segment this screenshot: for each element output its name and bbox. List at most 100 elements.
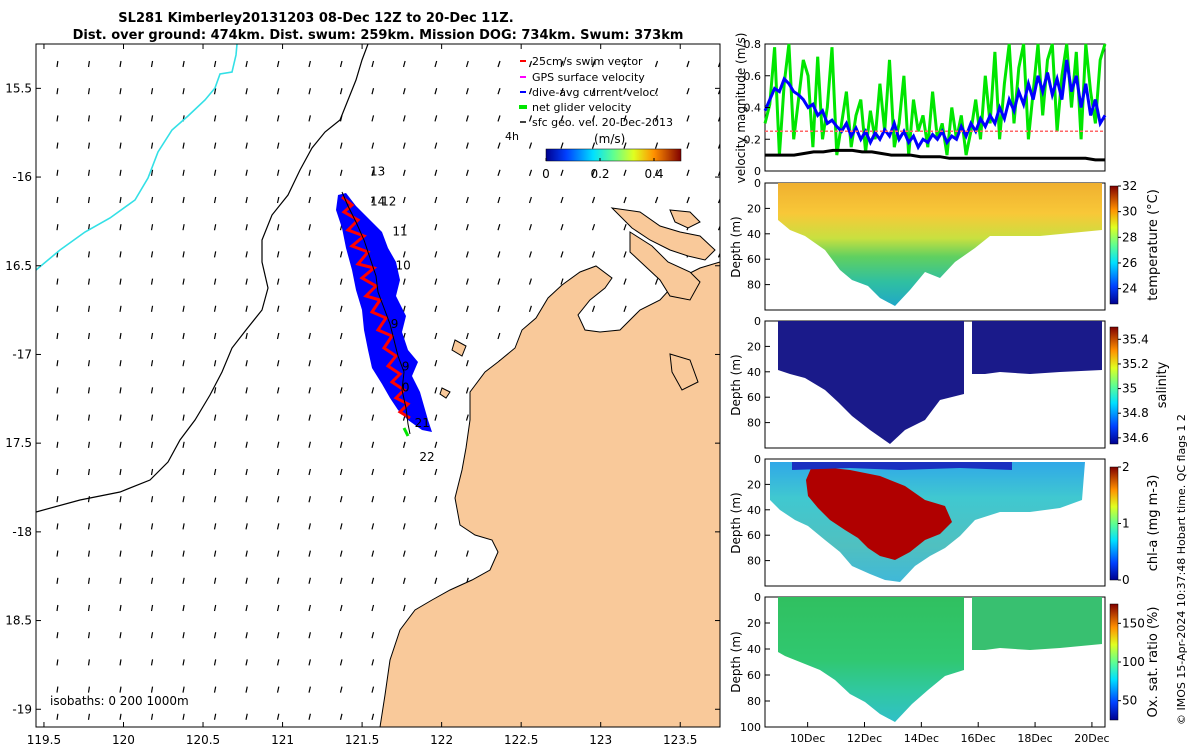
velocity-arrow — [245, 577, 248, 584]
velocity-arrow — [465, 60, 469, 68]
velocity-arrow — [119, 305, 122, 312]
chlorophyll-panel: 0 20 40 60 80 Depth (m) 2 1 0 chl-a (mg m-3) — [729, 453, 1161, 587]
velocity-arrow — [56, 523, 59, 530]
velocity-arrow — [245, 523, 248, 530]
velocity-arrow — [308, 713, 311, 720]
velocity-arrow — [150, 360, 154, 367]
velocity-arrow — [245, 88, 248, 95]
depth-tick-label: 40 — [747, 366, 761, 379]
map-x-tick-label: 121.5 — [345, 733, 379, 747]
velocity-arrow — [528, 142, 533, 149]
chlorophyll-ylabel: Depth (m) — [729, 492, 743, 553]
velocity-arrow — [497, 305, 501, 312]
velocity-arrow — [276, 523, 280, 530]
velocity-arrow — [276, 713, 280, 720]
velocity-arrow — [465, 142, 469, 149]
velocity-arrow — [119, 686, 122, 693]
velocity-arrow — [182, 142, 185, 149]
temperature-panel: 0 20 40 60 80 Depth (m) 32 30 28 26 24 temperatu… — [729, 177, 1161, 311]
velocity-arrow — [245, 632, 248, 639]
velocity-arrow — [560, 88, 564, 95]
map-x-tick-label: 123 — [589, 733, 612, 747]
velocity-arrow — [182, 332, 185, 340]
velocity-arrow — [434, 224, 438, 231]
velocity-arrow — [465, 88, 469, 95]
velocity-arrow — [591, 251, 596, 258]
velocity-arrow — [308, 278, 311, 285]
velocity-arrow — [434, 360, 438, 367]
velocity-arrow — [182, 468, 185, 476]
velocity-arrow — [497, 278, 501, 285]
velocity-arrow — [308, 360, 311, 367]
speed-colorbar-unit: (m/s) — [594, 132, 625, 146]
velocity-arrow — [465, 251, 469, 258]
velocity-arrow — [56, 360, 59, 367]
velocity-arrow — [245, 332, 248, 340]
velocity-arrow — [434, 60, 438, 68]
velocity-arrow — [339, 713, 343, 720]
depth-tick-label: 80 — [747, 417, 761, 430]
velocity-arrow — [528, 278, 532, 285]
velocity-arrow — [497, 332, 501, 340]
velocity-arrow — [276, 60, 280, 68]
velocity-arrow — [56, 414, 59, 421]
temperature-y-axis: 0 20 40 60 80 — [747, 177, 770, 292]
velocity-arrow — [371, 686, 375, 693]
colorbar-tick-label: 35.2 — [1122, 357, 1149, 371]
colorbar-tick-label: 35.4 — [1122, 332, 1149, 346]
velocity-arrow — [119, 224, 122, 231]
temperature-colorbar-ticks: 32 30 28 26 24 — [1118, 179, 1137, 296]
velocity-arrow — [213, 387, 217, 394]
map-x-tick-label: 120.5 — [186, 733, 220, 747]
velocity-arrow — [371, 468, 375, 476]
velocity-arrow — [623, 305, 627, 312]
depth-tick-label: 40 — [747, 228, 761, 241]
colorbar-tick-label: 28 — [1122, 230, 1137, 244]
velocity-arrow — [150, 196, 154, 204]
depth-tick-label: 60 — [747, 253, 761, 266]
velocity-arrow — [150, 441, 154, 448]
velocity-arrow — [402, 142, 406, 149]
velocity-arrow — [150, 496, 154, 503]
depth-tick-label: 100 — [740, 721, 761, 734]
velocity-arrow — [245, 278, 248, 285]
colorbar-tick-label: 0 — [1122, 573, 1130, 587]
velocity-arrow — [497, 196, 501, 204]
velocity-arrow — [245, 115, 248, 122]
velocity-arrow — [213, 686, 217, 693]
velocity-arrow — [686, 60, 690, 68]
velocity-arrow — [308, 414, 311, 421]
velocity-arrow — [119, 360, 122, 367]
velocity-arrow — [56, 550, 59, 557]
legend-label-gps: GPS surface velocity — [532, 71, 645, 84]
velocity-arrow — [182, 251, 185, 258]
colorbar-tick-label: 26 — [1122, 256, 1137, 270]
velocity-arrow — [434, 88, 438, 95]
velocity-arrow — [213, 577, 217, 584]
velocity-arrow — [87, 496, 91, 503]
velocity-arrow — [497, 115, 501, 122]
velocity-arrow — [308, 196, 311, 204]
velocity-arrow — [623, 88, 627, 95]
velocity-arrow — [245, 305, 248, 312]
depth-tick-label: 0 — [754, 177, 761, 190]
velocity-arrow — [150, 332, 154, 340]
velocity-arrow — [276, 332, 280, 340]
velocity-arrow — [245, 713, 248, 720]
velocity-arrow — [119, 169, 122, 176]
velocity-arrow — [465, 360, 469, 367]
velocity-arrow — [371, 523, 375, 530]
velocity-arrow — [402, 60, 406, 68]
velocity-arrow — [150, 604, 154, 612]
velocity-arrow — [654, 169, 659, 176]
velocity-arrow — [308, 88, 311, 95]
velocity-arrow — [119, 496, 122, 503]
day-label: 9 — [402, 359, 410, 373]
depth-tick-label: 80 — [747, 695, 761, 708]
velocity-arrow — [371, 115, 375, 122]
velocity-arrow — [276, 441, 280, 448]
track-line — [341, 191, 411, 435]
velocity-arrow — [560, 278, 564, 285]
legend-interval-tag: 4h — [505, 130, 519, 143]
velocity-arrow — [308, 142, 311, 149]
